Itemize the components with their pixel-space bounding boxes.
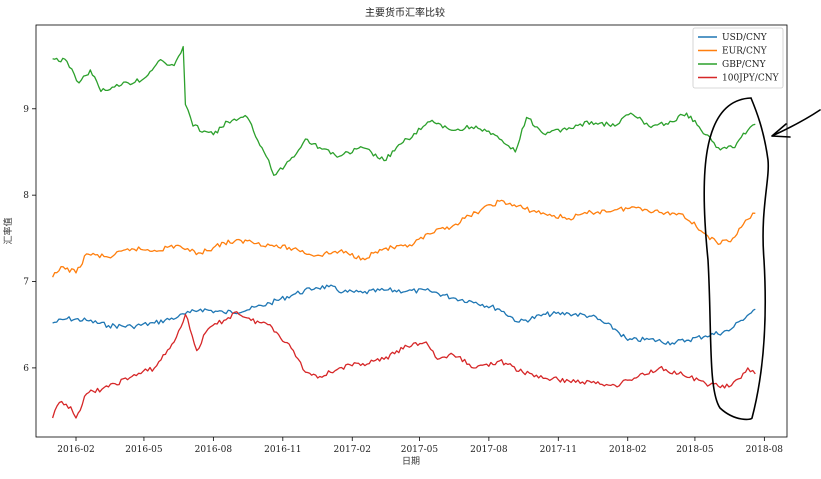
x-tick-label: 2018-02: [609, 445, 646, 455]
legend-entry: GBP/CNY: [722, 60, 767, 70]
chart-title: 主要货币汇率比较: [365, 6, 445, 19]
hand-drawn-arrow-icon: [771, 109, 821, 138]
y-tick-label: 7: [23, 278, 29, 288]
y-axis: 6 7 8 9: [23, 105, 36, 374]
x-tick-label: 2017-05: [401, 445, 439, 455]
x-tick-label: 2016-05: [125, 445, 163, 455]
x-tick-label: 2016-02: [57, 445, 94, 455]
x-tick-label: 2017-11: [540, 445, 577, 455]
x-tick-label: 2018-05: [676, 445, 714, 455]
legend-entry: 100JPY/CNY: [722, 74, 780, 84]
series-line-eur-cny: [52, 199, 756, 278]
legend: USD/CNY EUR/CNY GBP/CNY 100JPY/CNY: [692, 27, 784, 89]
y-tick-label: 6: [23, 364, 29, 374]
y-axis-label: 汇率值: [2, 217, 14, 244]
x-tick-label: 2016-11: [264, 445, 301, 455]
series-line-100jpy-cny: [51, 311, 756, 419]
legend-box: [692, 27, 784, 89]
series-layer: [51, 45, 756, 419]
x-tick-label: 2018-08: [746, 445, 784, 455]
legend-entry: EUR/CNY: [722, 47, 768, 57]
x-tick-label: 2017-08: [470, 445, 508, 455]
y-tick-label: 9: [23, 105, 29, 115]
y-tick-label: 8: [23, 191, 29, 201]
series-line-usd-cny: [52, 284, 756, 346]
hand-drawn-annotation: [703, 97, 821, 421]
x-axis: 2016-02 2016-05 2016-08 2016-11 2017-02 2017-…: [57, 437, 783, 455]
x-tick-label: 2017-02: [334, 445, 371, 455]
series-line-gbp-cny: [52, 45, 756, 176]
hand-drawn-circle: [703, 97, 770, 421]
legend-entry: USD/CNY: [722, 33, 768, 43]
x-axis-label: 日期: [402, 456, 420, 467]
plot-area-frame: [35, 24, 788, 438]
x-tick-label: 2016-08: [195, 445, 233, 455]
